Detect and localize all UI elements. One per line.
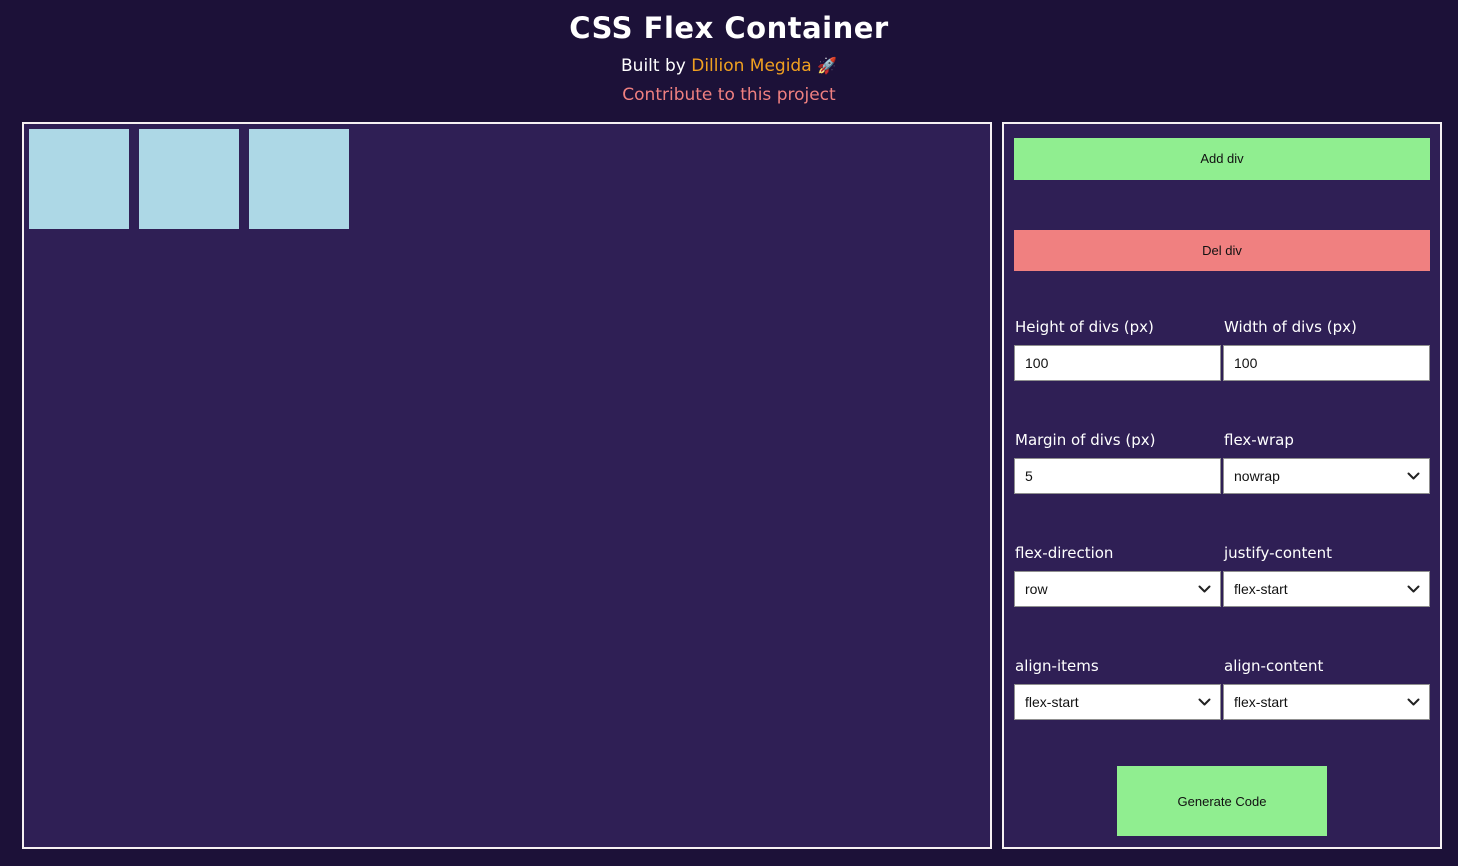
del-div-button[interactable]: Del div [1014, 229, 1430, 271]
width-field: Width of divs (px) [1223, 318, 1430, 381]
justify-content-select[interactable]: flex-start [1223, 571, 1430, 607]
header: CSS Flex Container Built by Dillion Megi… [0, 0, 1458, 105]
generate-row: Generate Code [1014, 766, 1430, 836]
direction-justify-field-row: flex-direction row justify-content flex-… [1014, 544, 1430, 607]
main-layout: Add div Del div Height of divs (px) Widt… [22, 122, 1442, 849]
flex-item [139, 129, 239, 229]
height-field: Height of divs (px) [1014, 318, 1221, 381]
byline: Built by Dillion Megida 🚀 [0, 56, 1458, 76]
align-items-label: align-items [1015, 657, 1099, 675]
width-of-divs-input[interactable] [1223, 345, 1430, 381]
flex-direction-label: flex-direction [1015, 544, 1114, 562]
height-of-divs-input[interactable] [1014, 345, 1221, 381]
align-field-row: align-items flex-start align-content fle… [1014, 657, 1430, 720]
flex-direction-select[interactable]: row [1014, 571, 1221, 607]
align-items-select[interactable]: flex-start [1014, 684, 1221, 720]
align-content-select[interactable]: flex-start [1223, 684, 1430, 720]
margin-wrap-field-row: Margin of divs (px) flex-wrap nowrap [1014, 431, 1430, 494]
align-items-field: align-items flex-start [1014, 657, 1221, 720]
byline-prefix: Built by [621, 56, 692, 76]
margin-field: Margin of divs (px) [1014, 431, 1221, 494]
flex-item [29, 129, 129, 229]
page-title: CSS Flex Container [569, 11, 889, 45]
contribute-link[interactable]: Contribute to this project [622, 85, 836, 105]
margin-of-divs-input[interactable] [1014, 458, 1221, 494]
margin-of-divs-label: Margin of divs (px) [1015, 431, 1156, 449]
rocket-emoji-icon: 🚀 [817, 56, 837, 75]
size-field-row: Height of divs (px) Width of divs (px) [1014, 318, 1430, 381]
add-div-button[interactable]: Add div [1014, 138, 1430, 180]
justify-content-field: justify-content flex-start [1223, 544, 1430, 607]
justify-content-label: justify-content [1224, 544, 1333, 562]
author-link[interactable]: Dillion Megida [691, 56, 812, 76]
flex-direction-field: flex-direction row [1014, 544, 1221, 607]
generate-code-button[interactable]: Generate Code [1117, 766, 1327, 836]
flex-wrap-field: flex-wrap nowrap [1223, 431, 1430, 494]
align-content-label: align-content [1224, 657, 1324, 675]
controls-panel: Add div Del div Height of divs (px) Widt… [1002, 122, 1442, 849]
width-of-divs-label: Width of divs (px) [1224, 318, 1357, 336]
flex-item [249, 129, 349, 229]
align-content-field: align-content flex-start [1223, 657, 1430, 720]
flex-container [22, 122, 992, 849]
contribute-line: Contribute to this project [0, 85, 1458, 105]
flex-wrap-label: flex-wrap [1224, 431, 1294, 449]
flex-wrap-select[interactable]: nowrap [1223, 458, 1430, 494]
height-of-divs-label: Height of divs (px) [1015, 318, 1154, 336]
